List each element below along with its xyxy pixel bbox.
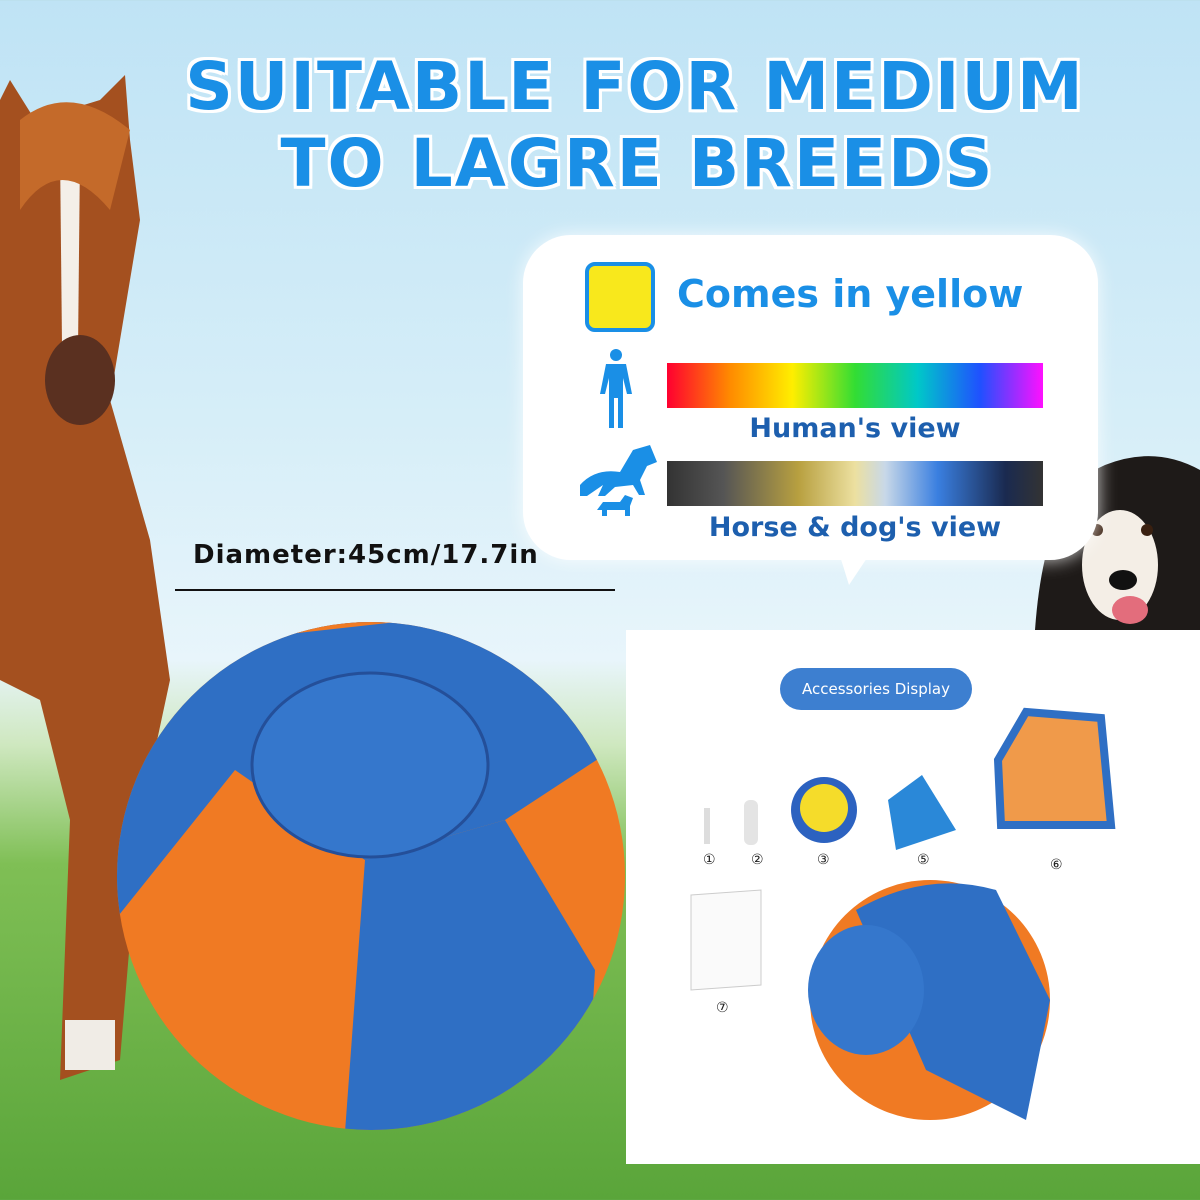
valve-plug — [704, 808, 710, 844]
accessories-title: Accessories Display — [780, 668, 972, 710]
animal-view-label: Horse & dog's view — [708, 512, 1002, 543]
inner-bladder — [888, 775, 956, 850]
color-label: Comes in yellow — [677, 272, 1024, 316]
human-view-label: Human's view — [749, 413, 961, 444]
diameter-label: Diameter:45cm/17.7in — [193, 540, 539, 570]
item-7-label: ⑦ — [716, 1000, 729, 1016]
ball-cover — [993, 707, 1116, 829]
headline-line1: SUITABLE FOR MEDIUM — [185, 48, 1085, 125]
human-view-spectrum — [667, 363, 1043, 408]
horse-dog-icon — [580, 445, 657, 516]
item-1-label: ① — [703, 852, 716, 868]
item-6-label: ⑥ — [1050, 857, 1063, 873]
speech-bubble-tail — [835, 540, 879, 585]
item-5-label: ⑤ — [917, 852, 930, 868]
animal-view-spectrum — [667, 461, 1043, 506]
yellow-swatch — [585, 262, 655, 332]
ball-image — [117, 622, 625, 1130]
item-2-label: ② — [751, 852, 764, 868]
human-icon — [600, 349, 632, 428]
headline-line2: TO LAGRE BREEDS — [280, 125, 995, 202]
instruction-manual — [690, 889, 762, 991]
item-3-label: ③ — [817, 852, 830, 868]
needle-tool — [744, 800, 758, 845]
diameter-line — [175, 589, 615, 591]
accessory-items — [690, 707, 1116, 1120]
